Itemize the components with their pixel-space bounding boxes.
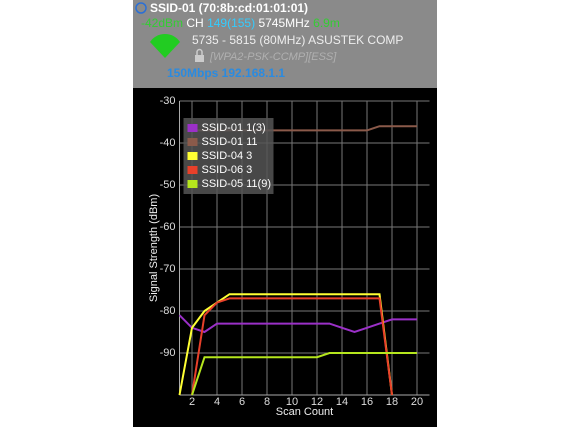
header-bg (133, 0, 437, 88)
legend-swatch (187, 138, 198, 146)
legend-box (183, 118, 274, 194)
channel: 149(155) (207, 16, 255, 30)
series-line (191, 297, 393, 396)
legend-label: SSID-01 1(3) (202, 122, 266, 134)
range: 5735 - 5815 (80MHz) (192, 33, 305, 47)
legend-label: SSID-04 3 (202, 150, 253, 162)
distance: 6.9m (313, 16, 340, 30)
x-tick-label: 14 (336, 396, 348, 408)
series-line (191, 352, 417, 396)
legend-swatch (187, 166, 198, 174)
y-axis-title: Signal Strength (dBm) (148, 194, 160, 302)
signal-line: -42dBm CH 149(155) 5745MHz 6.9m (141, 16, 340, 30)
x-tick-label: 18 (386, 396, 398, 408)
vendor: ASUSTEK COMP (308, 33, 403, 47)
y-tick-label: -90 (160, 347, 176, 359)
legend-label: SSID-01 11 (202, 136, 258, 148)
x-tick-label: 6 (239, 396, 245, 408)
legend-label: SSID-06 3 (202, 164, 253, 176)
plot: -30 -40 -50 -60 -70 -80 -90 2 4 6 8 10 12 14 16 18 20 Sca… (148, 95, 430, 418)
series-line (178, 314, 417, 334)
ch-label: CH (186, 16, 203, 30)
chart-bg (133, 88, 437, 427)
x-tick-label: 4 (214, 396, 220, 408)
range-line: 5735 - 5815 (80MHz) ASUSTEK COMP (192, 33, 403, 47)
rate-ip: 150Mbps 192.168.1.1 (167, 66, 285, 80)
signal: -42dBm (141, 16, 183, 30)
ssid: SSID-01 (70:8b:cd:01:01:01) (150, 1, 308, 15)
wifi-icon (150, 33, 180, 58)
status-icon (135, 2, 147, 14)
y-tick-label: -40 (160, 137, 176, 149)
x-tick-label: 16 (361, 396, 373, 408)
y-tick-label: -80 (160, 305, 176, 317)
x-tick-label: 20 (411, 396, 423, 408)
security: [WPA2-PSK-CCMP][ESS] (209, 51, 337, 63)
x-tick-label: 8 (264, 396, 270, 408)
y-tick-label: -70 (160, 263, 176, 275)
y-tick-label: -60 (160, 221, 176, 233)
x-tick-label: 10 (286, 396, 298, 408)
x-tick-label: 2 (189, 396, 195, 408)
legend-swatch (187, 180, 198, 188)
legend-swatch (187, 124, 198, 132)
y-tick-label: -30 (160, 95, 176, 107)
frequency: 5745MHz (258, 16, 309, 30)
legend-swatch (187, 152, 198, 160)
legend-label: SSID-05 11(9) (202, 178, 272, 190)
x-axis-title: Scan Count (276, 406, 333, 418)
lock-icon (195, 48, 204, 62)
x-tick-label: 12 (311, 396, 323, 408)
y-tick-label: -50 (160, 179, 176, 191)
